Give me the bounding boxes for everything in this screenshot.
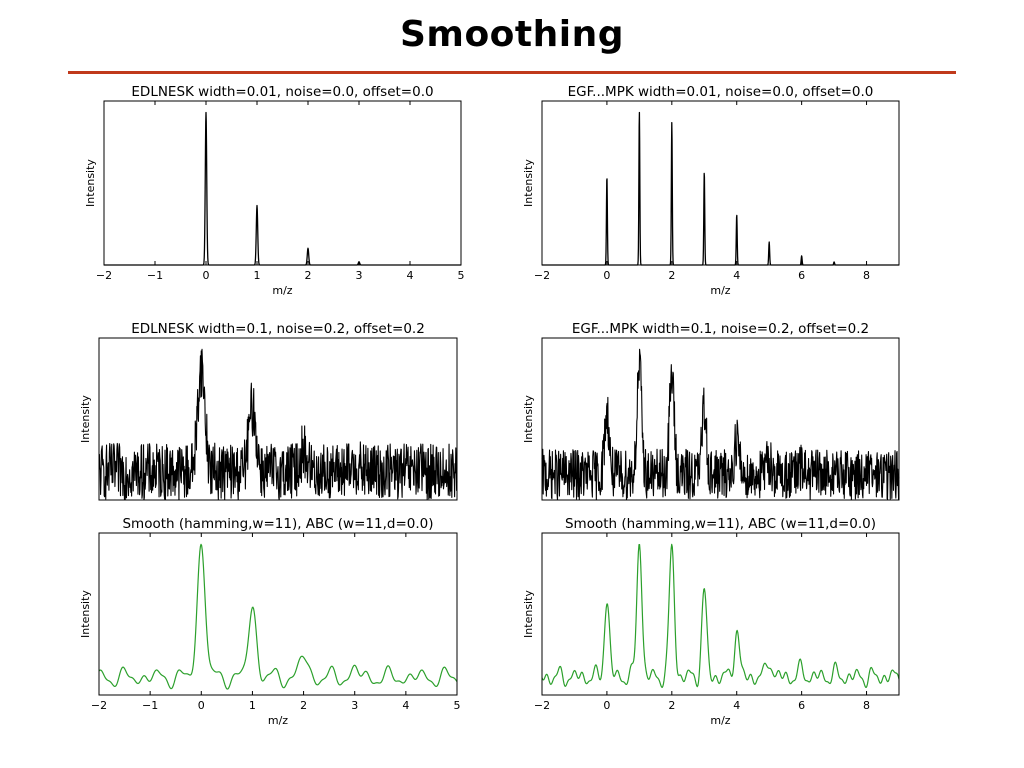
y-axis-label: Intensity xyxy=(522,159,535,207)
x-tick-label: 3 xyxy=(356,269,363,282)
x-tick-label: 0 xyxy=(203,269,210,282)
x-tick-label: 1 xyxy=(254,269,261,282)
x-tick-label: 0 xyxy=(603,269,610,282)
x-tick-label: −2 xyxy=(96,269,112,282)
x-tick-label: 4 xyxy=(402,699,409,712)
x-tick-label: −2 xyxy=(534,699,550,712)
x-tick-label: 5 xyxy=(458,269,465,282)
x-tick-label: 2 xyxy=(300,699,307,712)
series-line xyxy=(541,543,900,688)
y-axis-label: Intensity xyxy=(79,590,92,638)
x-tick-label: −1 xyxy=(142,699,158,712)
x-tick-label: 2 xyxy=(668,269,675,282)
chart-title: EGF...MPK width=0.01, noise=0.0, offset=… xyxy=(568,84,874,100)
y-axis-label: Intensity xyxy=(522,590,535,638)
series-line xyxy=(98,543,458,690)
x-tick-label: 2 xyxy=(668,699,675,712)
axes-frame xyxy=(541,100,900,266)
title-divider xyxy=(68,71,956,74)
x-tick-label: −2 xyxy=(534,269,550,282)
axes-frame xyxy=(98,532,458,696)
chart-title: Smooth (hamming,w=11), ABC (w=11,d=0.0) xyxy=(122,516,433,532)
x-tick-label: 2 xyxy=(305,269,312,282)
series-line xyxy=(541,348,900,501)
axes-frame xyxy=(541,532,900,696)
x-tick-label: 8 xyxy=(863,699,870,712)
x-tick-label: 6 xyxy=(798,699,805,712)
x-axis-label: m/z xyxy=(268,714,288,727)
series-line xyxy=(98,348,458,501)
chart-title: EDLNESK width=0.1, noise=0.2, offset=0.2 xyxy=(131,321,425,337)
axes-frame xyxy=(541,337,900,501)
x-axis-label: m/z xyxy=(710,714,730,727)
slide-title: Smoothing xyxy=(400,14,624,55)
chart-title: EGF...MPK width=0.1, noise=0.2, offset=0… xyxy=(572,321,869,337)
x-tick-label: 8 xyxy=(863,269,870,282)
x-tick-label: −2 xyxy=(91,699,107,712)
x-tick-label: 3 xyxy=(351,699,358,712)
y-axis-label: Intensity xyxy=(79,395,92,443)
axes-frame xyxy=(103,100,462,266)
x-tick-label: 4 xyxy=(733,699,740,712)
x-tick-label: 0 xyxy=(603,699,610,712)
x-tick-label: 4 xyxy=(407,269,414,282)
x-tick-label: 6 xyxy=(798,269,805,282)
chart-title: Smooth (hamming,w=11), ABC (w=11,d=0.0) xyxy=(565,516,876,532)
y-axis-label: Intensity xyxy=(522,395,535,443)
x-axis-label: m/z xyxy=(272,284,292,297)
x-tick-label: 1 xyxy=(249,699,256,712)
chart-title: EDLNESK width=0.01, noise=0.0, offset=0.… xyxy=(131,84,433,100)
x-tick-label: 5 xyxy=(454,699,461,712)
x-axis-label: m/z xyxy=(710,284,730,297)
x-tick-label: 4 xyxy=(733,269,740,282)
x-tick-label: 0 xyxy=(198,699,205,712)
axes-frame xyxy=(98,337,458,501)
y-axis-label: Intensity xyxy=(84,159,97,207)
x-tick-label: −1 xyxy=(147,269,163,282)
